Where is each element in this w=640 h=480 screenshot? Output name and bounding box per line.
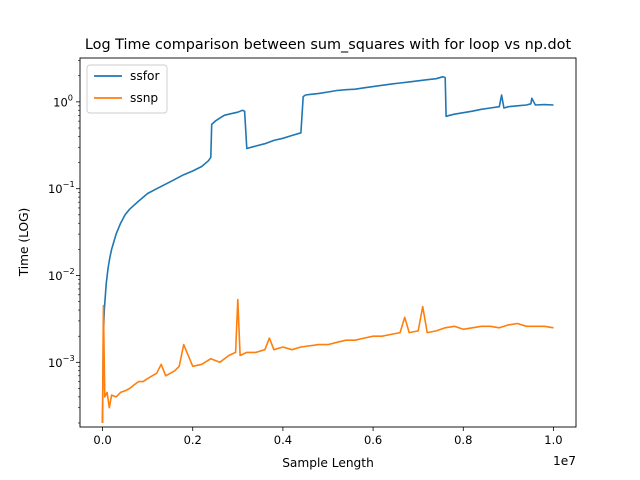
legend-label-ssfor: ssfor xyxy=(130,69,160,83)
x-tick-label: 0.0 xyxy=(93,433,111,447)
chart-title: Log Time comparison between sum_squares … xyxy=(85,37,572,53)
x-tick-label: 0.6 xyxy=(364,433,382,447)
y-tick-exponent: −3 xyxy=(63,353,75,363)
x-axis: 0.0 0.2 0.4 0.6 0.8 1.0 xyxy=(93,427,563,447)
x-tick-label: 0.2 xyxy=(184,433,202,447)
y-tick-exponent: 0 xyxy=(68,92,73,102)
y-axis-label: Time (LOG) xyxy=(17,208,31,278)
y-tick-label: 10 xyxy=(48,356,63,370)
x-tick-label: 0.4 xyxy=(274,433,292,447)
x-axis-offset-label: 1e7 xyxy=(553,454,576,468)
series-line-ssnp xyxy=(101,298,554,424)
axes-frame xyxy=(79,57,577,428)
y-tick-exponent: −2 xyxy=(63,266,75,276)
y-tick-label: 10 xyxy=(53,95,68,109)
x-tick-label: 1.0 xyxy=(544,433,562,447)
y-tick-label: 10 xyxy=(48,182,63,196)
y-tick-label: 10 xyxy=(48,269,63,283)
legend: ssfor ssnp xyxy=(86,64,168,114)
plot-area xyxy=(101,75,554,424)
series-line-ssfor xyxy=(101,75,554,424)
x-axis-label: Sample Length xyxy=(282,456,374,470)
y-tick-exponent: −1 xyxy=(63,179,75,189)
legend-box xyxy=(86,64,168,114)
legend-label-ssnp: ssnp xyxy=(130,91,158,105)
x-tick-label: 0.8 xyxy=(454,433,472,447)
